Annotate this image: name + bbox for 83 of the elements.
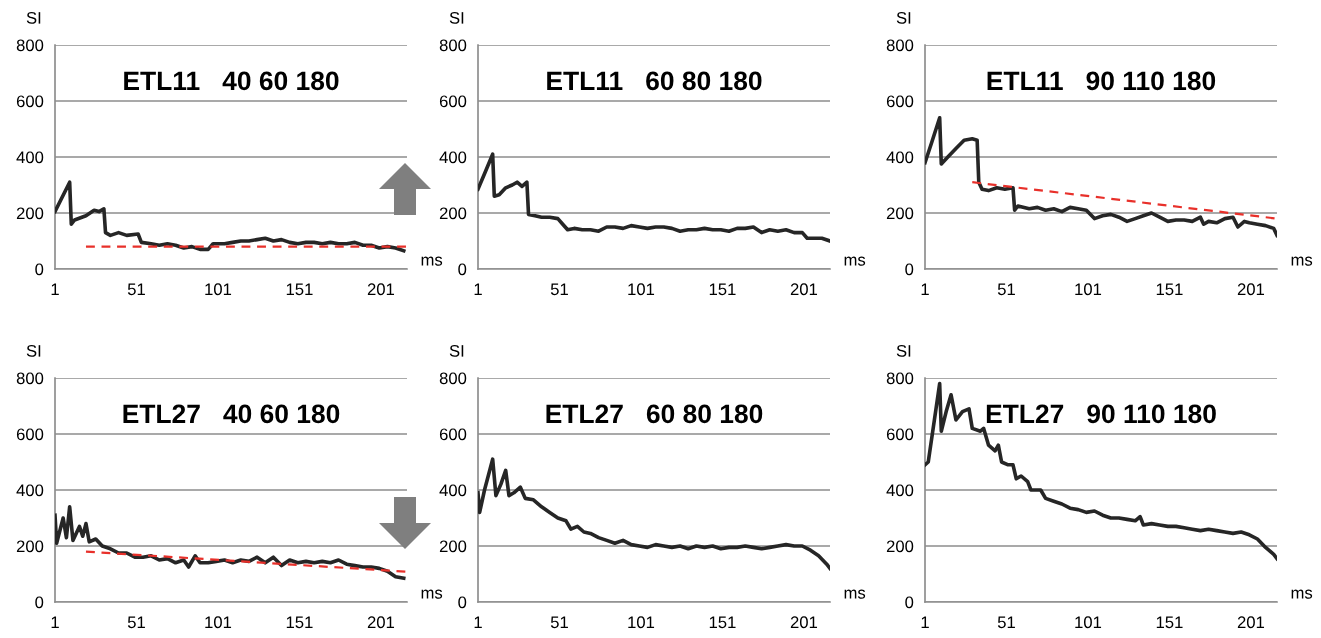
y-tick-label: 400 <box>439 151 467 164</box>
x-tick-label: 1 <box>921 283 929 295</box>
x-tick-label: 201 <box>790 616 818 629</box>
x-tick-label: 101 <box>1075 283 1102 296</box>
text: ETL11 40 60 180 <box>124 71 339 91</box>
y-tick-label: 600 <box>16 428 44 441</box>
x-axis-title: ms <box>421 256 443 266</box>
x-tick-label: 51 <box>550 283 568 296</box>
y-axis-title: SI <box>449 344 464 357</box>
x-tick-label: 151 <box>1156 283 1183 296</box>
x-tick-label: 201 <box>790 283 818 296</box>
x-axis-title: ms <box>844 589 866 599</box>
y-tick-label: 800 <box>16 39 44 52</box>
y-tick-label: 200 <box>16 207 44 220</box>
x-tick-label: 101 <box>205 283 232 296</box>
y-tick-label: 0 <box>35 263 44 276</box>
x-axis-title: ms <box>844 256 866 266</box>
y-tick-label: 600 <box>16 95 44 108</box>
y-tick-label: 0 <box>458 596 467 609</box>
y-tick-label: 800 <box>886 39 914 52</box>
y-tick-label: 400 <box>886 151 914 164</box>
x-tick-label: 151 <box>286 616 313 629</box>
y-tick-label: 0 <box>458 263 467 276</box>
y-axis-title: SI <box>26 11 41 24</box>
y-tick-label: 0 <box>35 596 44 609</box>
y-tick-label: 200 <box>886 207 914 220</box>
x-tick-label: 151 <box>709 616 736 629</box>
line-series <box>925 115 1277 238</box>
x-tick-label: 101 <box>628 616 655 629</box>
x-tick-label: 1 <box>474 616 482 628</box>
y-tick-label: 0 <box>905 263 914 276</box>
x-tick-label: 1 <box>474 283 482 295</box>
x-axis-title: ms <box>421 589 443 599</box>
text: ETL11 90 110 180 <box>987 71 1216 91</box>
y-tick-label: 200 <box>16 540 44 553</box>
text: ETL27 90 110 180 <box>986 404 1216 424</box>
y-tick-label: 800 <box>886 372 914 385</box>
x-tick-label: 201 <box>1237 283 1265 296</box>
x-tick-label: 51 <box>997 283 1015 296</box>
x-tick-label: 1 <box>51 283 59 295</box>
text: ETL27 40 60 180 <box>123 404 340 424</box>
x-tick-label: 51 <box>127 283 145 296</box>
text: ETL27 60 80 180 <box>546 404 763 424</box>
text: ETL11 60 80 180 <box>547 71 762 91</box>
x-tick-label: 51 <box>127 616 145 629</box>
x-tick-label: 101 <box>628 283 655 296</box>
x-tick-label: 51 <box>997 616 1015 629</box>
line-series <box>55 180 406 253</box>
y-tick-label: 200 <box>886 540 914 553</box>
x-axis-title: ms <box>1291 256 1313 266</box>
y-tick-label: 600 <box>886 95 914 108</box>
x-tick-label: 201 <box>367 616 395 629</box>
line-series <box>478 457 830 571</box>
y-tick-label: 200 <box>439 540 467 553</box>
y-tick-label: 400 <box>439 484 467 497</box>
y-tick-label: 600 <box>439 428 467 441</box>
x-tick-label: 101 <box>1075 616 1102 629</box>
y-axis-title: SI <box>896 11 911 24</box>
x-tick-label: 1 <box>921 616 929 628</box>
y-tick-label: 0 <box>905 596 914 609</box>
y-tick-label: 200 <box>439 207 467 220</box>
y-tick-label: 800 <box>16 372 44 385</box>
x-tick-label: 51 <box>550 616 568 629</box>
y-tick-label: 600 <box>886 428 914 441</box>
y-tick-label: 800 <box>439 39 467 52</box>
x-tick-label: 1 <box>51 616 59 628</box>
line-series <box>478 152 830 243</box>
x-tick-label: 151 <box>286 283 313 296</box>
y-tick-label: 400 <box>886 484 914 497</box>
x-tick-label: 201 <box>1237 616 1265 629</box>
y-tick-label: 600 <box>439 95 467 108</box>
x-tick-label: 151 <box>709 283 736 296</box>
x-tick-label: 101 <box>205 616 232 629</box>
y-tick-label: 400 <box>16 151 44 164</box>
y-axis-title: SI <box>26 344 41 357</box>
x-tick-label: 151 <box>1156 616 1183 629</box>
y-tick-label: 800 <box>439 372 467 385</box>
x-axis-title: ms <box>1291 589 1313 599</box>
y-tick-label: 400 <box>16 484 44 497</box>
x-tick-label: 201 <box>367 283 395 296</box>
y-axis-title: SI <box>896 344 911 357</box>
line-series <box>55 504 406 581</box>
y-axis-title: SI <box>449 11 464 24</box>
